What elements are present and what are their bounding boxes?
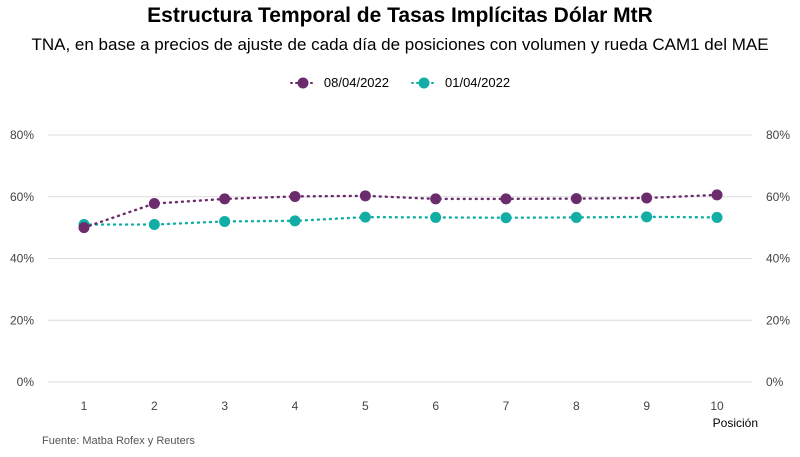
x-tick-label: 5: [362, 399, 369, 413]
y-tick-label-left: 80%: [10, 128, 34, 142]
legend-item-series-2: 01/04/2022: [411, 75, 510, 90]
data-point-series-1: [359, 190, 371, 202]
data-point-series-2: [641, 211, 653, 223]
data-point-series-2: [570, 211, 582, 223]
data-point-series-1: [570, 193, 582, 205]
y-tick-label-right: 20%: [766, 313, 790, 327]
data-point-series-2: [148, 219, 160, 231]
data-point-series-2: [711, 211, 723, 223]
x-tick-label: 6: [432, 399, 439, 413]
y-tick-label-left: 40%: [10, 252, 34, 266]
x-tick-label: 1: [81, 399, 88, 413]
x-tick-label: 3: [221, 399, 228, 413]
x-tick-label: 7: [503, 399, 510, 413]
y-tick-label-left: 60%: [10, 190, 34, 204]
source-note: Fuente: Matba Rofex y Reuters: [42, 435, 195, 447]
x-tick-label: 2: [151, 399, 158, 413]
legend-item-series-1: 08/04/2022: [289, 75, 389, 90]
data-point-series-1: [78, 222, 90, 234]
x-axis-label: Posición: [713, 416, 758, 430]
data-point-series-1: [219, 193, 231, 205]
data-point-series-2: [430, 211, 442, 223]
series-line-2: [82, 215, 719, 226]
data-point-series-1: [500, 193, 512, 205]
data-point-series-1: [711, 189, 723, 201]
data-point-series-2: [500, 212, 512, 224]
y-tick-label-left: 0%: [17, 375, 35, 389]
legend-label-series-1: 08/04/2022: [323, 75, 389, 90]
y-tick-label-right: 40%: [766, 252, 790, 266]
data-point-series-2: [359, 211, 371, 223]
y-tick-label-right: 80%: [766, 128, 790, 142]
legend: 08/04/2022 01/04/2022: [0, 75, 800, 90]
legend-key-series-1: [289, 77, 316, 88]
y-tick-label-left: 20%: [10, 313, 34, 327]
chart-title: Estructura Temporal de Tasas Implícitas …: [147, 4, 653, 27]
data-point-series-1: [148, 198, 160, 210]
x-tick-label: 4: [292, 399, 299, 413]
y-tick-label-right: 0%: [766, 375, 784, 389]
data-point-series-1: [641, 192, 653, 204]
x-tick-label: 10: [710, 399, 724, 413]
data-point-series-2: [289, 215, 301, 227]
series-line-1: [82, 193, 719, 229]
x-tick-label: 8: [573, 399, 580, 413]
x-tick-label: 9: [643, 399, 650, 413]
legend-label-series-2: 01/04/2022: [445, 75, 511, 90]
data-point-series-1: [289, 190, 301, 202]
data-point-series-2: [219, 215, 231, 227]
chart-subtitle: TNA, en base a precios de ajuste de cada…: [31, 35, 769, 54]
y-tick-label-right: 60%: [766, 190, 790, 204]
legend-key-series-2: [411, 77, 437, 88]
data-point-series-1: [430, 193, 442, 205]
